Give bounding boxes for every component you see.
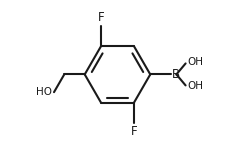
- Text: F: F: [131, 125, 137, 138]
- Text: HO: HO: [36, 87, 52, 97]
- Text: B: B: [172, 68, 180, 81]
- Text: OH: OH: [187, 57, 203, 67]
- Text: F: F: [98, 11, 104, 24]
- Text: OH: OH: [187, 81, 203, 91]
